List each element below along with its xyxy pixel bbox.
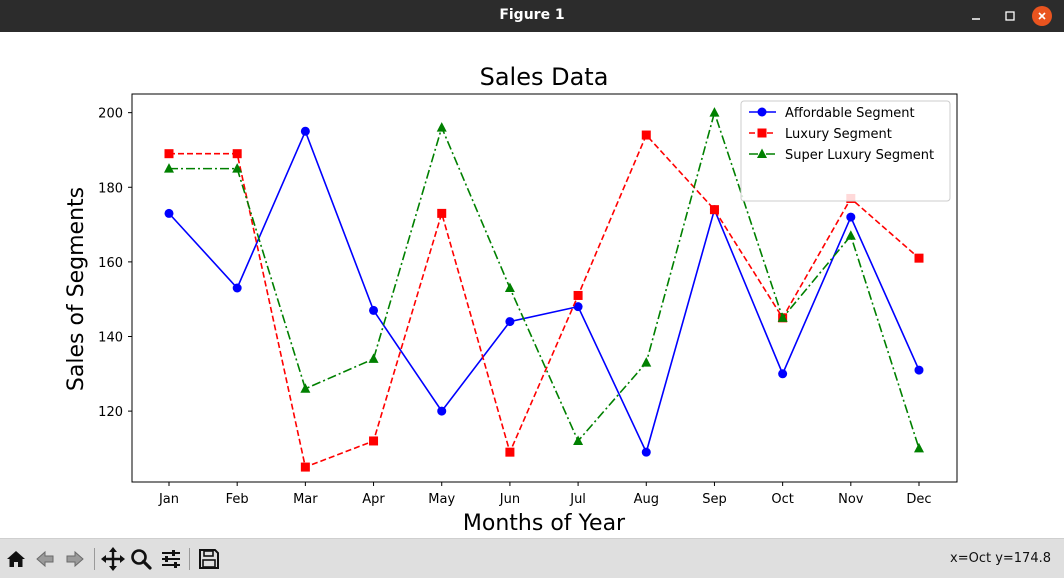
pan-button[interactable] xyxy=(100,546,126,572)
data-point xyxy=(573,302,583,312)
data-point xyxy=(368,353,379,363)
x-tick-label: Jan xyxy=(158,492,179,507)
data-point xyxy=(300,462,310,472)
forward-button[interactable] xyxy=(62,546,88,572)
data-point xyxy=(437,208,447,218)
home-icon xyxy=(7,551,25,567)
maximize-button[interactable] xyxy=(998,4,1022,28)
chart-title: Sales Data xyxy=(480,63,609,91)
zoom-magnifier-icon xyxy=(131,549,152,570)
minimize-button[interactable] xyxy=(964,4,988,28)
legend-marker xyxy=(757,128,767,138)
data-point xyxy=(232,283,242,293)
x-tick-label: Dec xyxy=(906,492,931,507)
data-point xyxy=(369,305,379,315)
legend-marker xyxy=(757,107,767,117)
legend-box xyxy=(740,100,951,202)
close-icon xyxy=(1038,12,1046,20)
data-point xyxy=(300,383,311,393)
data-point xyxy=(914,365,924,375)
back-arrow-icon xyxy=(36,550,54,568)
maximize-icon xyxy=(1005,11,1015,21)
y-axis-label: Sales of Segments xyxy=(64,187,89,391)
configure-subplots-button[interactable] xyxy=(158,546,184,572)
data-point xyxy=(436,122,447,132)
x-tick-label: Mar xyxy=(293,492,318,507)
data-point xyxy=(164,208,174,218)
data-point xyxy=(232,163,243,173)
series-line xyxy=(168,129,920,455)
data-point xyxy=(709,107,720,117)
x-tick-label: Sep xyxy=(702,492,727,507)
minimize-icon xyxy=(972,18,980,20)
data-point xyxy=(300,126,310,136)
legend-label: Affordable Segment xyxy=(785,106,915,121)
data-point xyxy=(914,253,924,263)
home-button[interactable] xyxy=(3,546,29,572)
configure-subplots-icon xyxy=(162,550,180,568)
legend-marker xyxy=(757,148,767,158)
data-point xyxy=(846,212,856,222)
line-chart: Sales Data Jan Feb Mar Apr May Jun Jul Aug Sep Oc… xyxy=(64,63,958,536)
series-line xyxy=(169,133,920,469)
data-point xyxy=(505,317,515,327)
x-tick-label: Aug xyxy=(634,492,659,507)
coordinate-readout: x=Oct y=174.8 xyxy=(950,551,1051,566)
zoom-button[interactable] xyxy=(128,546,154,572)
y-tick-label: 120 xyxy=(98,405,123,420)
data-point xyxy=(914,442,924,453)
y-tick-label: 180 xyxy=(98,181,123,196)
legend: Affordable Segment Luxury Segment Super Lu… xyxy=(740,100,951,202)
y-tick-label: 160 xyxy=(98,256,123,271)
data-point xyxy=(164,149,174,159)
toolbar-separator xyxy=(94,548,95,570)
data-point xyxy=(777,312,788,322)
x-tick-label: Jun xyxy=(499,492,520,507)
data-point xyxy=(641,130,651,140)
back-button[interactable] xyxy=(32,546,58,572)
data-point xyxy=(369,436,379,446)
data-point xyxy=(709,205,719,215)
plot-canvas[interactable]: Sales Data Jan Feb Mar Apr May Jun Jul Aug Sep Oc… xyxy=(0,32,1064,538)
data-point xyxy=(641,357,652,367)
x-tick-label: Nov xyxy=(838,492,864,507)
x-tick-label: May xyxy=(428,492,455,507)
pan-move-icon xyxy=(101,547,125,571)
close-button-circle xyxy=(1032,6,1052,26)
x-axis-label: Months of Year xyxy=(463,511,626,536)
data-point xyxy=(778,369,788,379)
data-point xyxy=(232,149,242,159)
x-tick-label: Apr xyxy=(362,492,385,507)
plot-frame xyxy=(131,93,958,483)
legend-label: Luxury Segment xyxy=(785,127,892,142)
series-group xyxy=(164,107,924,472)
x-tick-label: Feb xyxy=(226,492,249,507)
data-point xyxy=(573,435,584,445)
series-line xyxy=(169,109,920,449)
legend-label: Super Luxury Segment xyxy=(785,148,934,163)
axes: Jan Feb Mar Apr May Jun Jul Aug Sep Oct Nov Dec 120 1… xyxy=(98,93,958,507)
data-point xyxy=(845,230,856,240)
data-point xyxy=(164,163,174,173)
x-tick-label: Oct xyxy=(771,492,793,507)
data-point xyxy=(437,406,447,416)
forward-arrow-icon xyxy=(66,550,84,568)
series-3 xyxy=(164,107,924,453)
data-point xyxy=(504,282,515,292)
data-point xyxy=(505,447,515,457)
close-button[interactable] xyxy=(1030,4,1054,28)
y-tick-label: 200 xyxy=(98,107,123,122)
navigation-toolbar: x=Oct y=174.8 xyxy=(0,538,1064,578)
data-point xyxy=(641,447,651,457)
title-bar[interactable]: Figure 1 xyxy=(0,0,1064,32)
save-floppy-icon xyxy=(199,549,219,569)
data-point xyxy=(573,290,583,300)
window-title: Figure 1 xyxy=(499,7,565,23)
toolbar-separator xyxy=(189,548,190,570)
y-tick-label: 140 xyxy=(98,331,123,346)
x-tick-label: Jul xyxy=(569,492,586,507)
save-button[interactable] xyxy=(196,546,222,572)
